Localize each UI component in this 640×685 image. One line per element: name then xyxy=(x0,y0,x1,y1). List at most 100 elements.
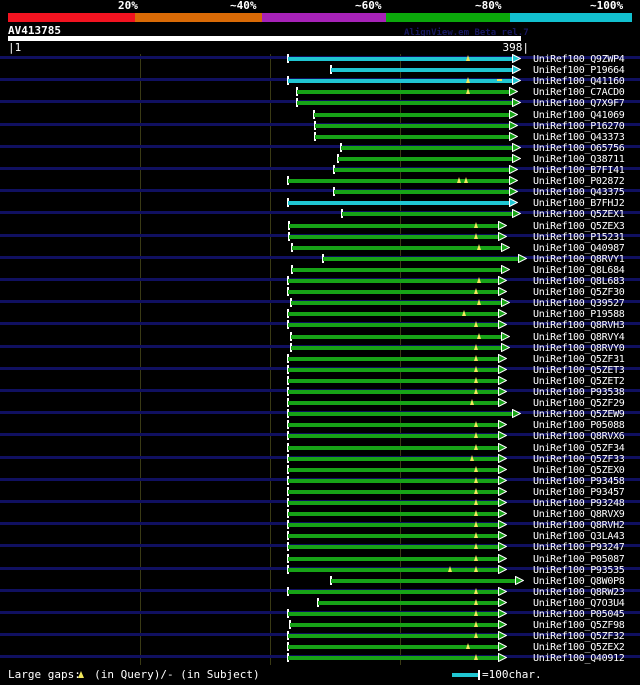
subject-label[interactable]: UniRef100_Q41069 xyxy=(533,109,625,121)
subject-label[interactable]: UniRef100_Q8RVH2 xyxy=(533,520,625,532)
subject-label[interactable]: UniRef100_Q8RVY4 xyxy=(533,331,625,343)
alignment-row[interactable] xyxy=(0,653,640,664)
alignment-row[interactable] xyxy=(0,231,640,243)
subject-label[interactable]: UniRef100_Q5ZF29 xyxy=(533,398,625,410)
subject-label[interactable]: UniRef100_Q7X9F7 xyxy=(533,98,625,110)
hsp-bar[interactable] xyxy=(287,509,507,520)
alignment-row[interactable] xyxy=(0,475,640,487)
hsp-bar[interactable] xyxy=(322,253,527,265)
alignment-row[interactable] xyxy=(0,364,640,376)
subject-label[interactable]: UniRef100_P19588 xyxy=(533,309,625,321)
subject-label[interactable]: UniRef100_P15231 xyxy=(533,231,625,243)
hsp-bar[interactable] xyxy=(313,109,518,121)
hsp-bar[interactable] xyxy=(287,431,507,442)
subject-label[interactable]: UniRef100_Q5ZEX3 xyxy=(533,220,625,232)
subject-label[interactable]: UniRef100_Q5ZF33 xyxy=(533,453,625,465)
alignment-row[interactable] xyxy=(0,220,640,232)
alignment-plot[interactable] xyxy=(0,54,640,665)
subject-label-column[interactable]: UniRef100_Q9ZWP4 UniRef100_P19664 UniRef10… xyxy=(533,54,640,665)
alignment-row[interactable] xyxy=(0,498,640,509)
subject-label[interactable]: UniRef100_P19664 xyxy=(533,65,625,77)
alignment-row[interactable] xyxy=(0,620,640,631)
alignment-row[interactable] xyxy=(0,453,640,465)
alignment-row[interactable] xyxy=(0,142,640,154)
subject-label[interactable]: UniRef100_Q9ZWP4 xyxy=(533,54,625,65)
subject-label[interactable]: UniRef100_P93457 xyxy=(533,486,625,498)
subject-label[interactable]: UniRef100_Q8RVH3 xyxy=(533,320,625,332)
alignment-row[interactable] xyxy=(0,631,640,642)
alignment-row[interactable] xyxy=(0,76,640,87)
alignment-row[interactable] xyxy=(0,209,640,220)
hsp-bar[interactable] xyxy=(330,575,524,587)
subject-label[interactable]: UniRef100_P16270 xyxy=(533,120,625,132)
subject-label[interactable]: UniRef100_Q8RW23 xyxy=(533,586,625,598)
hsp-bar[interactable] xyxy=(287,631,507,642)
alignment-row[interactable] xyxy=(0,298,640,309)
alignment-row[interactable] xyxy=(0,120,640,132)
subject-label[interactable]: UniRef100_Q5ZF32 xyxy=(533,631,625,643)
hsp-bar[interactable] xyxy=(287,420,507,431)
hsp-bar[interactable] xyxy=(287,475,507,487)
hsp-bar[interactable] xyxy=(296,98,521,109)
subject-label[interactable]: UniRef100_Q40912 xyxy=(533,653,625,665)
alignment-row[interactable] xyxy=(0,242,640,254)
subject-label[interactable]: UniRef100_Q5ZF31 xyxy=(533,353,625,365)
subject-label[interactable]: UniRef100_P93247 xyxy=(533,542,625,554)
hsp-bar[interactable] xyxy=(287,453,507,465)
alignment-row[interactable] xyxy=(0,564,640,576)
alignment-row[interactable] xyxy=(0,586,640,598)
subject-label[interactable]: UniRef100_Q41160 xyxy=(533,76,625,88)
alignment-row[interactable] xyxy=(0,375,640,387)
hsp-bar[interactable] xyxy=(287,642,507,653)
hsp-bar[interactable] xyxy=(287,54,521,65)
subject-label[interactable]: UniRef100_Q8RVY1 xyxy=(533,253,625,265)
hsp-bar[interactable] xyxy=(287,387,507,398)
alignment-row[interactable] xyxy=(0,464,640,476)
subject-label[interactable]: UniRef100_Q7O3U4 xyxy=(533,597,625,609)
hsp-bar[interactable] xyxy=(287,198,518,209)
subject-label[interactable]: UniRef100_P02872 xyxy=(533,176,625,188)
subject-label[interactable]: UniRef100_Q5ZEW9 xyxy=(533,409,625,421)
hsp-bar[interactable] xyxy=(287,364,507,376)
hsp-bar[interactable] xyxy=(287,542,507,553)
alignment-row[interactable] xyxy=(0,198,640,209)
subject-label[interactable]: UniRef100_B7FHJ2 xyxy=(533,198,625,210)
hsp-bar[interactable] xyxy=(288,220,507,232)
subject-label[interactable]: UniRef100_Q43373 xyxy=(533,131,625,143)
alignment-row[interactable] xyxy=(0,353,640,365)
hsp-bar[interactable] xyxy=(287,398,507,409)
hsp-bar[interactable] xyxy=(287,464,507,476)
hsp-bar[interactable] xyxy=(314,120,518,132)
hsp-bar[interactable] xyxy=(287,520,507,531)
hsp-bar[interactable] xyxy=(287,442,507,454)
hsp-bar[interactable] xyxy=(314,131,518,143)
alignment-row[interactable] xyxy=(0,309,640,320)
subject-label[interactable]: UniRef100_Q8L683 xyxy=(533,276,625,287)
subject-label[interactable]: UniRef100_Q38711 xyxy=(533,153,625,165)
alignment-row[interactable] xyxy=(0,331,640,343)
subject-label[interactable]: UniRef100_Q5ZF30 xyxy=(533,287,625,299)
alignment-row[interactable] xyxy=(0,176,640,187)
alignment-row[interactable] xyxy=(0,165,640,176)
subject-label[interactable]: UniRef100_Q8W0P8 xyxy=(533,575,625,587)
subject-label[interactable]: UniRef100_Q43375 xyxy=(533,187,625,199)
alignment-row[interactable] xyxy=(0,320,640,331)
alignment-row[interactable] xyxy=(0,442,640,454)
alignment-row[interactable] xyxy=(0,542,640,553)
alignment-row[interactable] xyxy=(0,609,640,620)
alignment-row[interactable] xyxy=(0,187,640,198)
subject-label[interactable]: UniRef100_Q8RVY0 xyxy=(533,342,625,354)
subject-label[interactable]: UniRef100_P93538 xyxy=(533,387,625,398)
subject-label[interactable]: UniRef100_Q5ZET3 xyxy=(533,364,625,376)
alignment-row[interactable] xyxy=(0,531,640,542)
hsp-bar[interactable] xyxy=(291,264,510,276)
alignment-row[interactable] xyxy=(0,509,640,520)
hsp-bar[interactable] xyxy=(333,187,518,198)
subject-label[interactable]: UniRef100_Q8L684 xyxy=(533,264,625,276)
subject-label[interactable]: UniRef100_Q5ZEX2 xyxy=(533,642,625,654)
hsp-bar[interactable] xyxy=(317,597,507,609)
alignment-row[interactable] xyxy=(0,431,640,442)
subject-label[interactable]: UniRef100_Q8RVX6 xyxy=(533,431,625,443)
subject-label[interactable]: UniRef100_Q5ZEX1 xyxy=(533,209,625,221)
subject-label[interactable]: UniRef100_Q5ZET2 xyxy=(533,375,625,387)
